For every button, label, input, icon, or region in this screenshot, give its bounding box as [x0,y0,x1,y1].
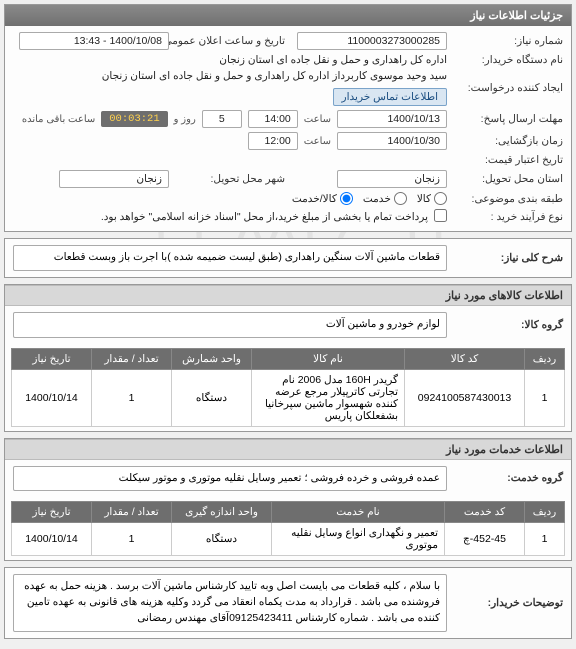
payment-checkbox[interactable] [434,209,447,222]
deadline-time-field: 14:00 [248,110,298,128]
cell-row: 1 [525,369,565,426]
goods-service-radio-label: کالا/خدمت [292,193,337,205]
countdown-timer: 00:03:21 [101,111,167,127]
cell-date: 1400/10/14 [12,523,92,556]
need-no-label: شماره نیاز: [453,35,563,47]
time-label-2: ساعت [304,136,331,147]
cell-qty: 1 [92,369,172,426]
cell-code: 0924100587430013 [405,369,525,426]
goods-group-label: گروه کالا: [453,319,563,331]
process-label: نوع فرآیند خرید : [453,211,563,223]
need-title-text: قطعات ماشین آلات سنگین راهداری (طبق لیست… [13,245,447,271]
services-col-unit: واحد اندازه گیری [172,502,272,523]
goods-col-row: ردیف [525,348,565,369]
need-no-field: 1100003273000285 [297,32,447,50]
validity-date-field: 1400/10/30 [337,132,447,150]
buyer-org-label: نام دستگاه خریدار: [453,54,563,66]
deadline-label: مهلت ارسال پاسخ: [453,113,563,125]
deadline-date-field: 1400/10/13 [337,110,447,128]
goods-radio-input[interactable] [434,192,447,205]
cell-name: گریدر 160H مدل 2006 نام تجارتی کاترپیلار… [252,369,405,426]
days-left-field: 5 [202,110,242,128]
goods-col-unit: واحد شمارش [172,348,252,369]
need-title-panel: شرح کلی نیاز: قطعات ماشین آلات سنگین راه… [4,238,572,278]
cell-row: 1 [525,523,565,556]
service-radio-input[interactable] [394,192,407,205]
need-title-label: شرح کلی نیاز: [453,252,563,264]
cell-name: تعمیر و نگهداری انواع وسایل نقلیه موتوری [272,523,445,556]
credit-date-label: تاریخ اعتبار قیمت: [453,154,563,166]
services-col-date: تاریخ نیاز [12,502,92,523]
goods-col-code: کد کالا [405,348,525,369]
cell-qty: 1 [92,523,172,556]
services-col-name: نام خدمت [272,502,445,523]
buyer-org-value: اداره کل راهداری و حمل و نقل جاده ای است… [13,54,447,66]
goods-service-radio-option[interactable]: کالا/خدمت [292,192,353,205]
buyer-contact-button[interactable]: اطلاعات تماس خریدار [333,88,447,106]
need-details-panel: جزئیات اطلاعات نیاز شماره نیاز: 11000032… [4,4,572,232]
table-row: 1452-45-چتعمیر و نگهداری انواع وسایل نقل… [12,523,565,556]
goods-service-radio-input[interactable] [340,192,353,205]
cell-unit: دستگاه [172,523,272,556]
services-panel: اطلاعات خدمات مورد نیاز گروه خدمت: عمده … [4,438,572,562]
goods-group-value: لوازم خودرو و ماشین آلات [13,312,447,338]
announce-field: 1400/10/08 - 13:43 [19,32,169,50]
goods-radio-label: کالا [417,193,431,205]
remaining-label: ساعت باقی مانده [22,114,95,125]
goods-radio-option[interactable]: کالا [417,192,447,205]
goods-col-date: تاریخ نیاز [12,348,92,369]
buyer-notes-panel: توضیحات خریدار: با سلام ، کلیه قطعات می … [4,567,572,638]
services-group-label: گروه خدمت: [453,472,563,484]
day-and-label: روز و [174,114,196,125]
cell-date: 1400/10/14 [12,369,92,426]
province-label: استان محل تحویل: [453,173,563,185]
province-field: زنجان [337,170,447,188]
goods-col-name: نام کالا [252,348,405,369]
services-col-qty: تعداد / مقدار [92,502,172,523]
validity-label: زمان بازگشایی: [453,135,563,147]
buyer-notes-label: توضیحات خریدار: [453,597,563,609]
city-field: زنجان [59,170,169,188]
announce-label: تاریخ و ساعت اعلان عمومی: [175,35,285,47]
payment-checkbox-wrap[interactable] [434,209,447,225]
validity-time-field: 12:00 [248,132,298,150]
city-label: شهر محل تحویل: [175,173,285,185]
services-header: اطلاعات خدمات مورد نیاز [5,439,571,460]
requester-value: سید وحید موسوی کاربرداز اداره کل راهداری… [102,70,447,82]
service-radio-label: خدمت [363,193,391,205]
goods-table: ردیف کد کالا نام کالا واحد شمارش تعداد /… [11,348,565,427]
buyer-notes-text: با سلام ، کلیه قطعات می بایست اصل وبه تا… [13,574,447,631]
services-col-row: ردیف [525,502,565,523]
time-label-1: ساعت [304,114,331,125]
cell-unit: دستگاه [172,369,252,426]
goods-panel: اطلاعات کالاهای مورد نیاز گروه کالا: لوا… [4,284,572,432]
goods-col-qty: تعداد / مقدار [92,348,172,369]
subject-cat-label: طبقه بندی موضوعی: [453,193,563,205]
goods-header: اطلاعات کالاهای مورد نیاز [5,285,571,306]
services-group-value: عمده فروشی و خرده فروشی ؛ تعمیر وسایل نق… [13,466,447,492]
requester-label: ایجاد کننده درخواست: [453,82,563,94]
services-col-code: کد خدمت [445,502,525,523]
cell-code: 452-45-چ [445,523,525,556]
service-radio-option[interactable]: خدمت [363,192,407,205]
panel-title: جزئیات اطلاعات نیاز [5,5,571,26]
table-row: 10924100587430013گریدر 160H مدل 2006 نام… [12,369,565,426]
services-table: ردیف کد خدمت نام خدمت واحد اندازه گیری ت… [11,501,565,556]
payment-note: پرداخت تمام یا بخشی از مبلغ خرید،از محل … [101,211,428,223]
